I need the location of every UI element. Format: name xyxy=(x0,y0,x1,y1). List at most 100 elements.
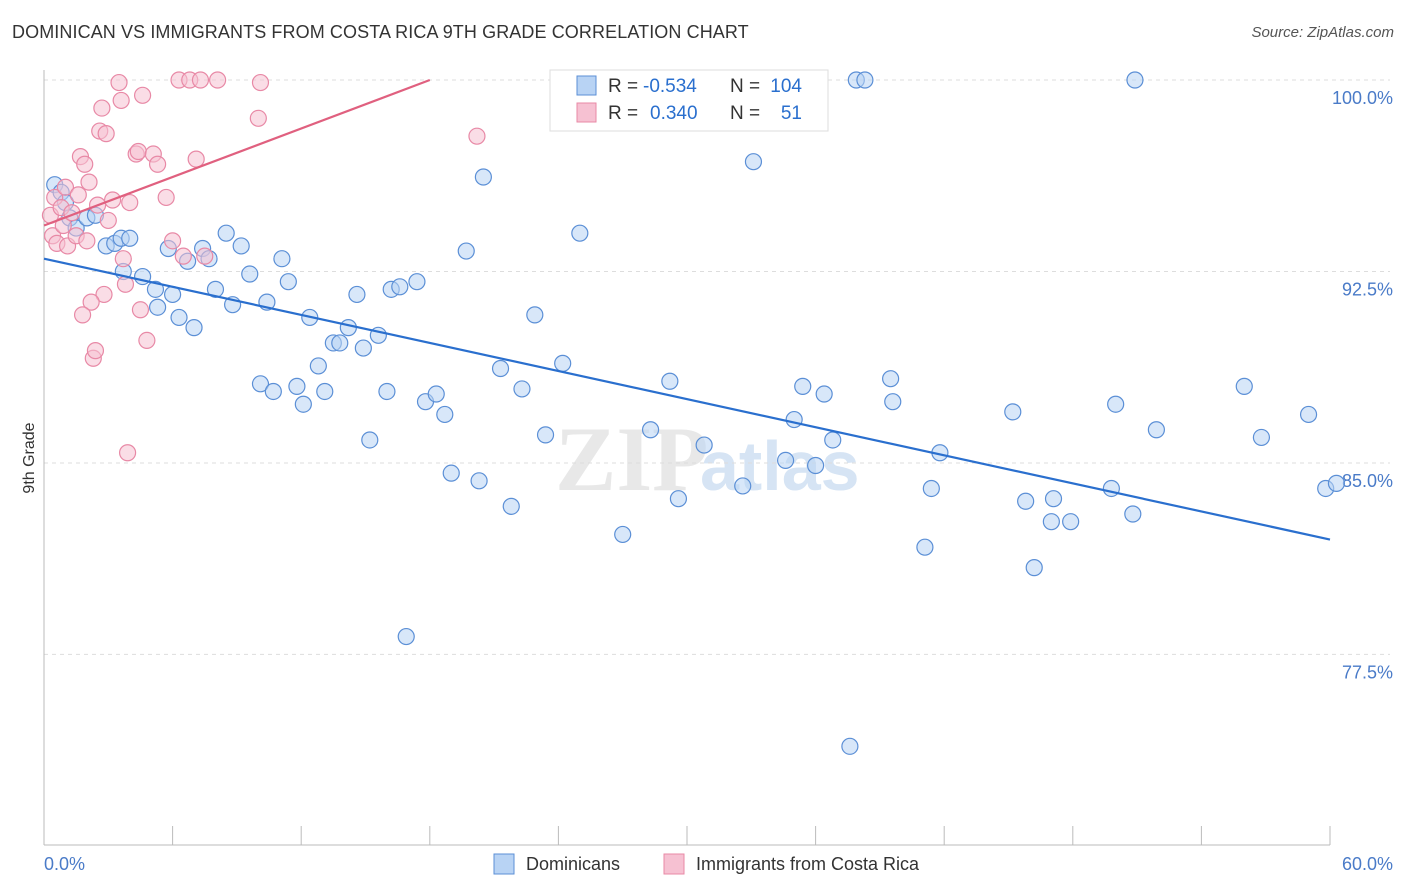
dominican-point-23 xyxy=(217,224,235,242)
dominican-point-50 xyxy=(427,385,445,403)
dominican-point-99 xyxy=(1252,428,1271,447)
dominican-point-62 xyxy=(571,224,589,242)
stats-r-label-costa-rica: R = xyxy=(608,103,638,124)
stats-r-value-dominicans: -0.534 xyxy=(643,76,697,97)
legend-label-dominicans: Dominicans xyxy=(526,854,620,874)
costa-rica-point-40 xyxy=(187,150,205,168)
dominican-point-67 xyxy=(641,421,660,439)
stats-n-value-dominicans: 104 xyxy=(770,76,802,97)
dominican-point-17 xyxy=(170,308,188,327)
dominican-point-68 xyxy=(661,372,679,390)
dominican-point-30 xyxy=(273,250,291,268)
dominican-point-78 xyxy=(824,431,842,449)
dominican-point-19 xyxy=(185,319,203,337)
dominican-point-31 xyxy=(279,273,297,291)
dominican-point-97 xyxy=(1147,421,1165,439)
dominican-point-87 xyxy=(1004,403,1022,421)
dominican-point-14 xyxy=(148,298,167,316)
dominican-point-88 xyxy=(1017,492,1035,510)
stats-n-label-dominicans: N = xyxy=(730,76,760,97)
costa-rica-point-38 xyxy=(174,247,192,265)
dominican-point-55 xyxy=(474,168,492,186)
trend-line-costa-rica xyxy=(43,78,431,227)
source-label: Source: ZipAtlas.com xyxy=(1251,24,1394,41)
dominican-point-33 xyxy=(294,395,312,413)
dominican-point-76 xyxy=(806,456,825,475)
costa-rica-point-34 xyxy=(148,155,167,173)
costa-rica-point-32 xyxy=(138,331,156,350)
trend-lines xyxy=(43,78,1331,541)
costa-rica-point-21 xyxy=(99,211,117,230)
dominican-point-32 xyxy=(288,377,306,395)
dominican-point-44 xyxy=(378,382,396,401)
dominican-point-13 xyxy=(146,280,165,298)
chart-title: DOMINICAN VS IMMIGRANTS FROM COSTA RICA … xyxy=(12,22,749,42)
dominican-point-60 xyxy=(536,426,555,444)
dominican-point-39 xyxy=(339,319,357,337)
costa-rica-point-30 xyxy=(129,142,147,161)
stats-box: R = -0.534 N = 104 R = 0.340 N = 51 xyxy=(549,69,829,132)
costa-rica-point-6 xyxy=(56,178,75,196)
costa-rica-point-13 xyxy=(78,232,96,250)
dominican-point-61 xyxy=(554,354,572,372)
dominican-point-84 xyxy=(916,538,934,556)
dominican-point-75 xyxy=(794,377,812,395)
dominican-point-40 xyxy=(348,285,366,304)
costa-rica-point-25 xyxy=(114,250,132,268)
dominican-point-70 xyxy=(695,436,713,454)
x-tick-label-1: 60.0% xyxy=(1342,854,1393,874)
dominican-point-94 xyxy=(1107,395,1125,413)
stats-swatch-dominicans xyxy=(576,75,597,96)
dominican-point-36 xyxy=(316,382,334,401)
dominican-point-72 xyxy=(744,153,763,171)
costa-rica-point-31 xyxy=(133,86,152,104)
costa-rica-point-47 xyxy=(95,285,113,304)
dominican-point-74 xyxy=(785,410,803,429)
stats-n-label-costa-rica: N = xyxy=(730,103,760,124)
costa-rica-point-44 xyxy=(249,109,267,127)
y-tick-label-1: 92.5% xyxy=(1342,279,1393,299)
costa-rica-point-49 xyxy=(73,306,92,324)
dominican-point-35 xyxy=(309,357,327,375)
dominican-point-89 xyxy=(1025,559,1043,577)
costa-rica-point-46 xyxy=(131,301,150,319)
x-tick-label-0: 0.0% xyxy=(44,854,85,874)
dominican-point-58 xyxy=(513,380,531,398)
dominican-point-29 xyxy=(264,382,282,401)
dominican-point-46 xyxy=(391,278,409,296)
dominican-point-22 xyxy=(206,280,225,298)
stats-n-value-costa-rica: 51 xyxy=(781,103,802,124)
legend-swatch-costa-rica xyxy=(663,853,685,875)
dominican-point-56 xyxy=(491,359,510,378)
y-tick-label-0: 100.0% xyxy=(1332,88,1393,108)
y-axis-label: 9th Grade xyxy=(21,422,38,493)
dominican-point-83 xyxy=(884,393,902,411)
dominican-point-71 xyxy=(734,477,752,495)
costa-rica-point-20 xyxy=(97,125,115,143)
costa-rica-point-28 xyxy=(121,193,139,212)
dominican-point-77 xyxy=(815,385,833,403)
costa-rica-point-45 xyxy=(251,73,270,92)
costa-rica-point-42 xyxy=(196,247,214,265)
costa-rica-point-43 xyxy=(209,71,227,89)
dominican-point-54 xyxy=(470,472,488,490)
dominican-point-91 xyxy=(1044,490,1063,508)
y-tick-labels: 100.0% 92.5% 85.0% 77.5% xyxy=(1332,88,1393,682)
trend-line-dominicans xyxy=(43,257,1331,541)
costa-rica-point-50 xyxy=(468,127,486,145)
dominican-point-90 xyxy=(1042,513,1060,531)
dominican-point-98 xyxy=(1235,377,1253,395)
grid-lines xyxy=(44,79,1390,655)
legend-label-costa-rica: Immigrants from Costa Rica xyxy=(696,854,920,874)
costa-rica-point-10 xyxy=(69,186,87,204)
legend-swatch-dominicans xyxy=(493,853,515,875)
costa-rica-point-14 xyxy=(80,173,98,191)
dominican-point-85 xyxy=(922,479,940,498)
dominican-point-27 xyxy=(251,375,270,393)
costa-rica-point-19 xyxy=(93,99,111,117)
dominican-point-100 xyxy=(1299,405,1318,424)
stats-swatch-costa-rica xyxy=(576,102,597,123)
dominican-point-69 xyxy=(669,490,688,508)
dominican-point-48 xyxy=(408,273,426,291)
x-tick-labels: 0.0% 60.0% xyxy=(44,854,1393,874)
